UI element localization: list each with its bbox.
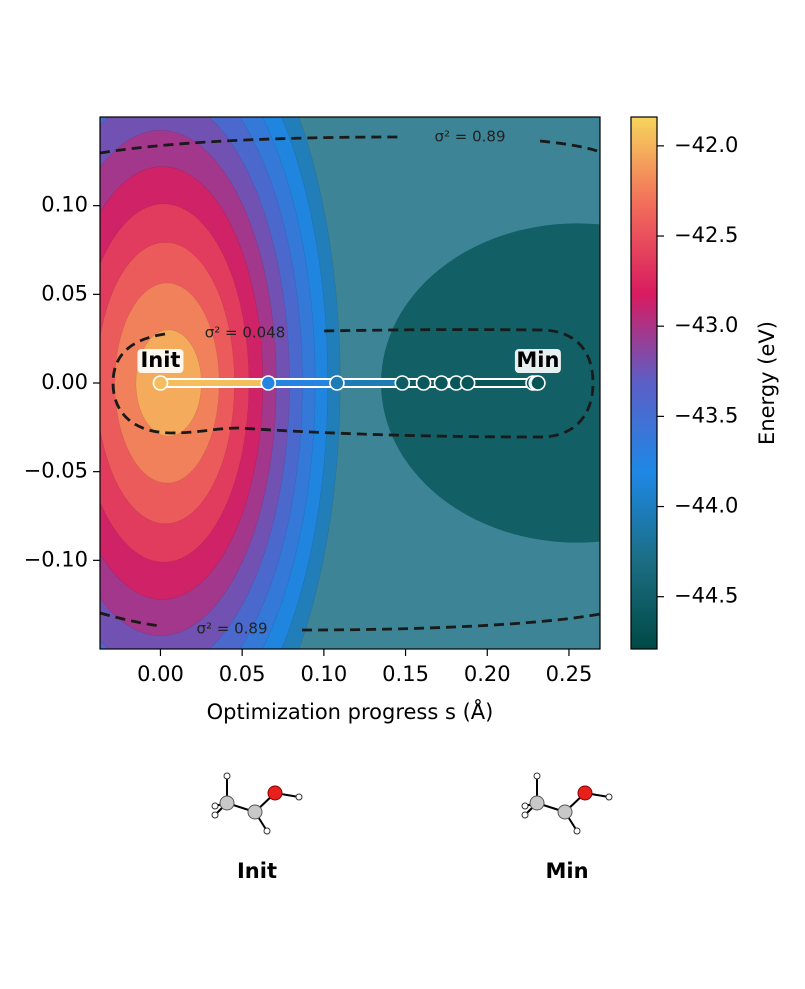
y-tick-label: 0.10 xyxy=(41,193,88,217)
y-tick-label: −0.05 xyxy=(24,459,88,483)
y-tick-label: −0.10 xyxy=(24,547,88,571)
molecule xyxy=(211,772,303,835)
contour-label: σ² = 0.048 xyxy=(205,324,286,342)
x-tick-label: 0.25 xyxy=(546,662,593,686)
path-point xyxy=(260,375,277,391)
contour-line xyxy=(111,328,595,439)
y-tick-label: 0.05 xyxy=(41,281,88,305)
path-point xyxy=(329,375,345,391)
path-point xyxy=(152,375,169,391)
point-label: Init xyxy=(140,348,180,372)
x-tick-label: 0.10 xyxy=(300,662,347,686)
x-axis-label: Optimization progress s (Å) xyxy=(207,698,494,724)
contour-label: σ² = 0.89 xyxy=(434,128,505,146)
variance-contours xyxy=(100,135,600,632)
structure-label: Min xyxy=(545,859,588,883)
colorbar-tick-label: −42.0 xyxy=(674,133,738,157)
colorbar-tick-label: −43.0 xyxy=(674,313,738,337)
contour-label: σ² = 0.89 xyxy=(196,620,267,638)
colorbar-label: Energy (eV) xyxy=(755,321,779,445)
x-tick-label: 0.20 xyxy=(464,662,511,686)
colorbar-tick-label: −43.5 xyxy=(674,403,738,427)
optimization-path: Init Min xyxy=(137,348,561,391)
colorbar xyxy=(630,116,658,650)
x-tick-label: 0.15 xyxy=(382,662,429,686)
molecule xyxy=(521,772,613,835)
x-tick-label: 0.05 xyxy=(219,662,266,686)
path-point xyxy=(459,375,476,391)
label-box xyxy=(137,349,184,373)
path-point xyxy=(433,375,450,391)
x-tick-label: 0.00 xyxy=(137,662,184,686)
colorbar-tick-label: −44.0 xyxy=(674,494,738,518)
structure-label: Init xyxy=(237,859,277,883)
point-label: Min xyxy=(516,348,559,372)
colorbar-tick-label: −44.5 xyxy=(674,584,738,608)
y-tick-label: 0.00 xyxy=(41,370,88,394)
label-box xyxy=(514,349,561,373)
path-point xyxy=(530,375,546,391)
colorbar-tick-label: −42.5 xyxy=(674,223,738,247)
contour-line xyxy=(100,611,161,628)
path-point xyxy=(394,375,411,391)
contour-line xyxy=(539,139,600,154)
path-point xyxy=(415,375,432,391)
contour-line xyxy=(301,612,600,632)
contour-line xyxy=(100,135,401,155)
